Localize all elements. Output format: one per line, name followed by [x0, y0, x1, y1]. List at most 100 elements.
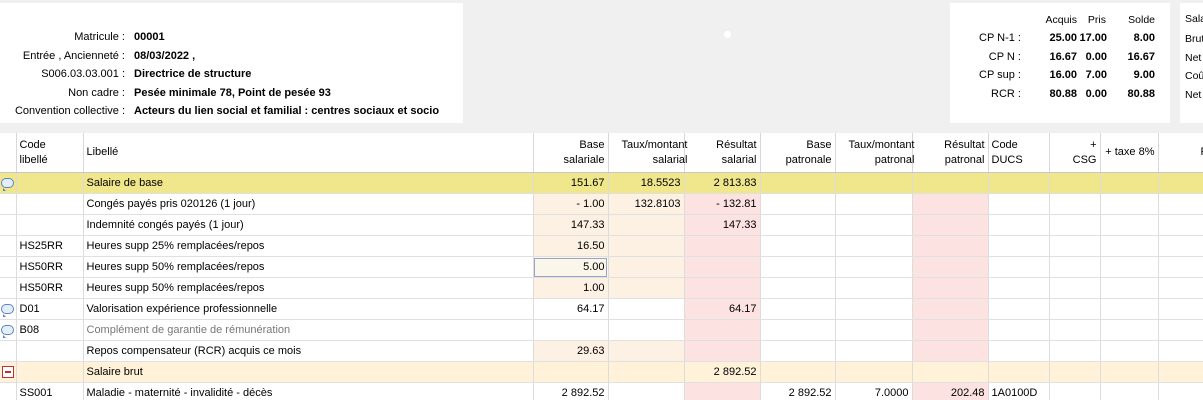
cell-taux-sal[interactable]: [608, 298, 685, 320]
col-base-patronale[interactable]: Base patronale: [760, 133, 836, 173]
cell-ducs[interactable]: [988, 277, 1050, 299]
cell-csg[interactable]: [1049, 235, 1101, 257]
cell-res-pat[interactable]: [912, 361, 989, 383]
col-resultat-salarial[interactable]: Résultat salarial: [684, 133, 761, 173]
cell-taux-sal[interactable]: [608, 382, 685, 400]
cell-csg[interactable]: [1049, 172, 1101, 194]
cell-code[interactable]: [16, 172, 84, 194]
cell-libelle[interactable]: Indemnité congés payés (1 jour): [83, 214, 534, 236]
cell-taux-pat[interactable]: [835, 172, 913, 194]
payslip-grid[interactable]: Code libellé Libellé Base salariale Taux…: [0, 133, 1203, 400]
cell-taxe[interactable]: [1100, 361, 1159, 383]
row-icon-cell[interactable]: [0, 340, 17, 362]
cell-taxe[interactable]: [1100, 193, 1159, 215]
comment-icon[interactable]: [1, 325, 15, 339]
table-row[interactable]: Salaire brut 2 892.52: [0, 361, 1203, 383]
cell-ducs[interactable]: [988, 235, 1050, 257]
col-code-ducs[interactable]: Code DUCS: [988, 133, 1050, 173]
cell-csg[interactable]: [1049, 382, 1101, 400]
cell-taux-sal[interactable]: [608, 277, 685, 299]
cell-res-sal[interactable]: [684, 277, 761, 299]
cell-r[interactable]: [1158, 172, 1203, 194]
table-row[interactable]: D01 Valorisation expérience professionnel…: [0, 298, 1203, 320]
table-row[interactable]: B08 Complément de garantie de rémunératio…: [0, 319, 1203, 341]
cell-code[interactable]: [16, 340, 84, 362]
cell-base-pat[interactable]: [760, 235, 836, 257]
cell-libelle[interactable]: Congés payés pris 020126 (1 jour): [83, 193, 534, 215]
cell-base-pat[interactable]: [760, 319, 836, 341]
col-csg[interactable]: + CSG: [1049, 133, 1101, 173]
cell-code[interactable]: [16, 193, 84, 215]
row-icon-cell[interactable]: [0, 193, 17, 215]
cell-taxe[interactable]: [1100, 277, 1159, 299]
cell-taux-sal[interactable]: [608, 361, 685, 383]
cell-taux-pat[interactable]: [835, 298, 913, 320]
cell-res-sal[interactable]: 64.17: [684, 298, 761, 320]
cell-taxe[interactable]: [1100, 319, 1159, 341]
cell-res-pat[interactable]: [912, 298, 989, 320]
cell-r[interactable]: [1158, 382, 1203, 400]
row-icon-cell[interactable]: [0, 298, 17, 320]
cell-csg[interactable]: [1049, 298, 1101, 320]
cell-base-pat[interactable]: [760, 361, 836, 383]
cell-r[interactable]: [1158, 256, 1203, 278]
cell-libelle[interactable]: Valorisation expérience professionnelle: [83, 298, 534, 320]
cell-taux-pat[interactable]: [835, 193, 913, 215]
cell-code[interactable]: SS001: [16, 382, 84, 400]
cell-base-pat[interactable]: [760, 214, 836, 236]
cell-csg[interactable]: [1049, 256, 1101, 278]
cell-taxe[interactable]: [1100, 214, 1159, 236]
row-icon-cell[interactable]: [0, 277, 17, 299]
cell-code[interactable]: HS50RR: [16, 277, 84, 299]
cell-base-sal[interactable]: [533, 361, 609, 383]
cell-taux-sal[interactable]: [608, 319, 685, 341]
cell-res-pat[interactable]: [912, 319, 989, 341]
cell-taux-sal[interactable]: [608, 214, 685, 236]
cell-r[interactable]: [1158, 361, 1203, 383]
cell-taxe[interactable]: [1100, 172, 1159, 194]
cell-res-sal[interactable]: [684, 256, 761, 278]
cell-taux-pat[interactable]: [835, 235, 913, 257]
cell-taux-sal[interactable]: [608, 235, 685, 257]
cell-res-sal[interactable]: [684, 340, 761, 362]
cell-r[interactable]: [1158, 235, 1203, 257]
collapse-icon[interactable]: [1, 366, 14, 379]
cell-r[interactable]: [1158, 319, 1203, 341]
cell-taxe[interactable]: [1100, 235, 1159, 257]
cell-base-sal[interactable]: 64.17: [533, 298, 609, 320]
cell-taux-pat[interactable]: [835, 256, 913, 278]
cell-res-sal[interactable]: [684, 319, 761, 341]
cell-taux-pat[interactable]: [835, 340, 913, 362]
row-icon-cell[interactable]: [0, 382, 17, 400]
cell-code[interactable]: B08: [16, 319, 84, 341]
cell-base-pat[interactable]: [760, 256, 836, 278]
cell-libelle[interactable]: Salaire de base: [83, 172, 534, 194]
comment-icon[interactable]: [1, 304, 15, 318]
cell-res-pat[interactable]: [912, 277, 989, 299]
cell-csg[interactable]: [1049, 193, 1101, 215]
cell-libelle[interactable]: Heures supp 25% remplacées/repos: [83, 235, 534, 257]
cell-res-pat[interactable]: [912, 193, 989, 215]
col-taxe[interactable]: + taxe 8%: [1100, 133, 1159, 173]
row-icon-cell[interactable]: [0, 214, 17, 236]
cell-res-pat[interactable]: [912, 214, 989, 236]
cell-csg[interactable]: [1049, 361, 1101, 383]
col-r[interactable]: R: [1158, 133, 1203, 173]
cell-code[interactable]: HS50RR: [16, 256, 84, 278]
row-icon-cell[interactable]: [0, 256, 17, 278]
cell-taux-sal[interactable]: 132.8103: [608, 193, 685, 215]
cell-res-sal[interactable]: 147.33: [684, 214, 761, 236]
cell-libelle[interactable]: Complément de garantie de rémunération: [83, 319, 534, 341]
cell-r[interactable]: [1158, 193, 1203, 215]
cell-csg[interactable]: [1049, 277, 1101, 299]
cell-libelle[interactable]: Heures supp 50% remplacées/repos: [83, 277, 534, 299]
table-row[interactable]: Repos compensateur (RCR) acquis ce mois 2…: [0, 340, 1203, 362]
cell-res-pat[interactable]: [912, 256, 989, 278]
row-icon-cell[interactable]: [0, 235, 17, 257]
cell-r[interactable]: [1158, 340, 1203, 362]
col-resultat-patronal[interactable]: Résultat patronal: [912, 133, 989, 173]
row-icon-cell[interactable]: [0, 172, 17, 194]
cell-res-sal[interactable]: [684, 382, 761, 400]
cell-base-sal[interactable]: - 1.00: [533, 193, 609, 215]
cell-res-pat[interactable]: [912, 172, 989, 194]
